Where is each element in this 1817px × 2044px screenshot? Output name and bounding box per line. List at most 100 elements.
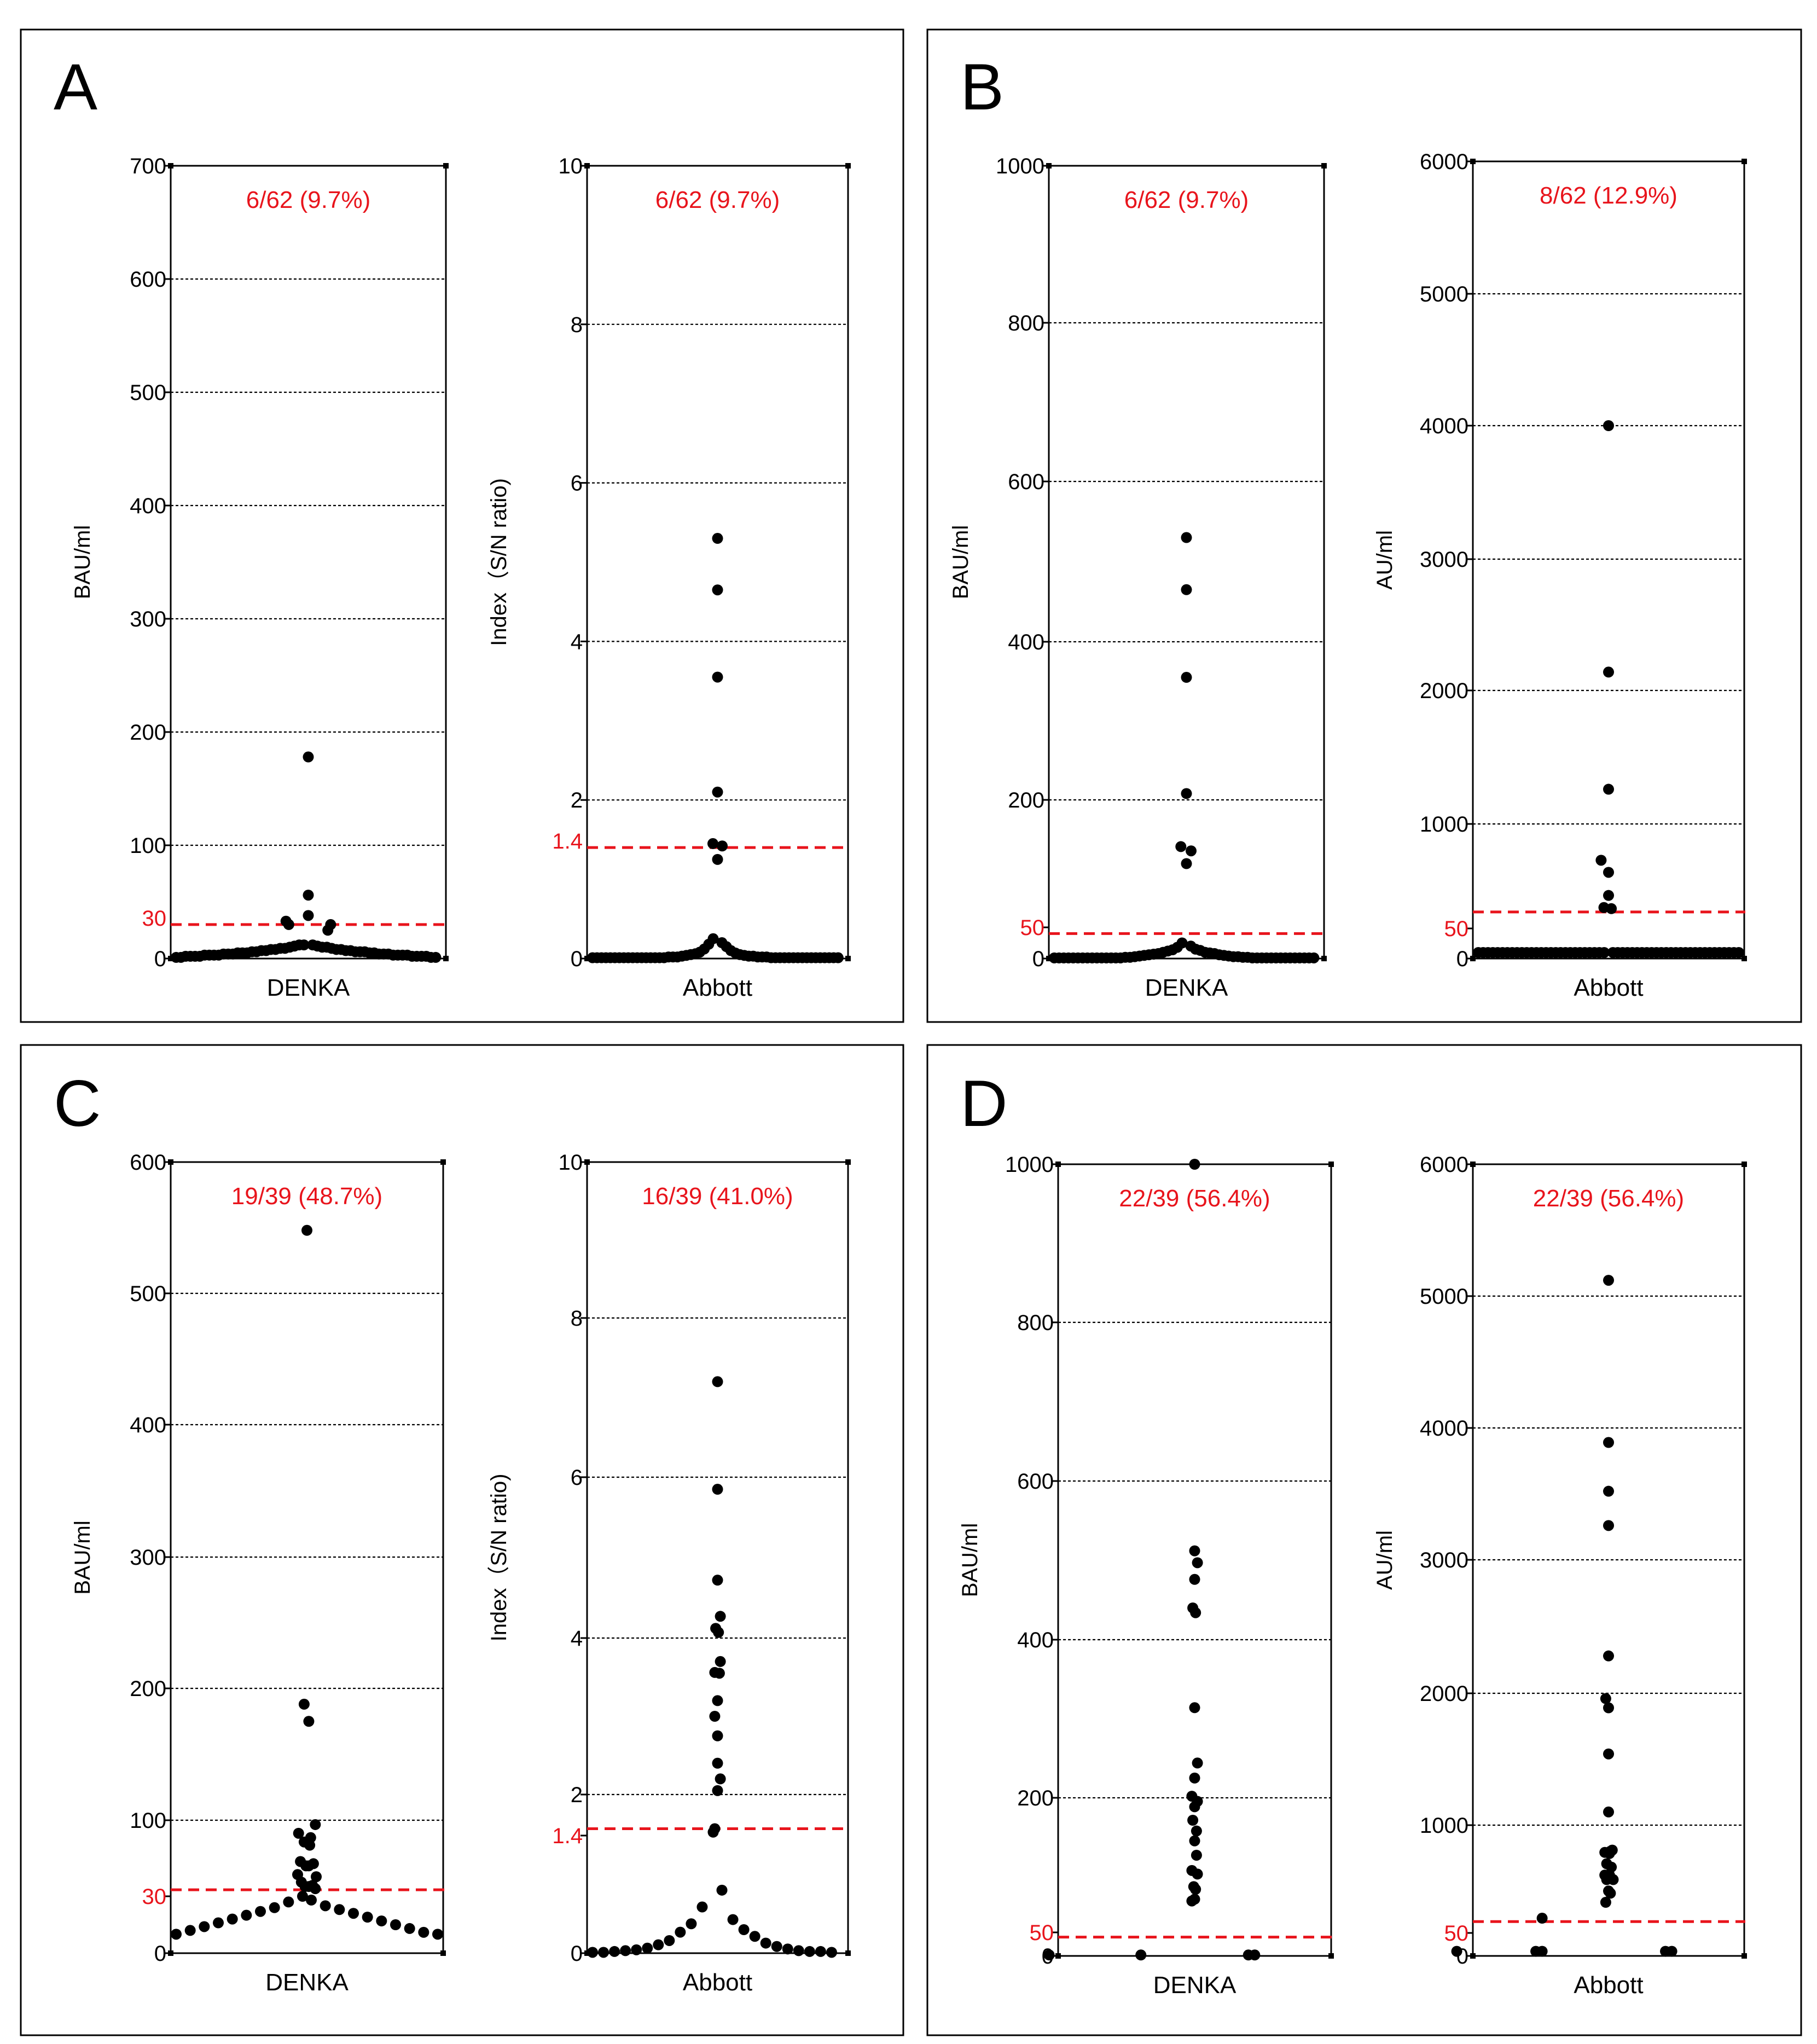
data-point [311,1871,322,1883]
data-point [675,1926,686,1938]
frame-corner [443,163,449,169]
frame-corner [1741,1953,1747,1959]
y-tick-label: 1000 [996,154,1044,178]
frame-corner [1741,159,1747,164]
data-point [717,840,728,852]
panel-a-box [20,28,904,1023]
frame-corner [1055,1953,1061,1959]
y-tick-label: 8 [571,1306,583,1331]
y-tick-label: 50 [1020,916,1045,940]
x-axis-label: Abbott [1574,1972,1643,1999]
y-tick-label: 3000 [1420,1548,1468,1572]
y-axis-label: BAU/ml [71,525,95,600]
data-point [1600,1897,1611,1908]
data-point [1603,867,1614,878]
frame-corner [1328,1953,1334,1959]
plot-frame [586,165,849,960]
plot-frame [1472,1163,1745,1957]
data-point [1451,1946,1462,1957]
data-point [1049,952,1060,963]
y-tick-label: 3000 [1420,548,1468,572]
cutoff-label: 1.4 [552,829,583,853]
data-point [1191,1849,1202,1861]
data-point [1043,1949,1055,1961]
data-point [1192,1868,1203,1880]
panel-c-box [20,1044,904,2036]
y-axis-label: AU/ml [1373,1530,1397,1590]
y-tick-label: 6 [571,472,583,496]
cutoff-label: 30 [142,907,167,931]
y-axis-label: BAU/ml [71,1520,95,1595]
frame-corner [1055,1162,1061,1167]
data-point [304,1839,316,1851]
data-point [620,1945,631,1956]
y-tick-label: 5000 [1420,282,1468,306]
positive-ratio: 8/62 (12.9%) [1540,182,1677,209]
frame-corner [845,1159,851,1165]
x-axis-label: Abbott [1574,974,1643,1001]
data-point [712,533,723,544]
y-tick-label: 100 [130,1809,166,1833]
data-point [1603,1520,1614,1531]
frame-corner [1321,163,1327,169]
data-point [1603,420,1614,431]
x-axis-label: Abbott [683,974,752,1001]
y-tick-label: 50 [1444,1921,1469,1946]
data-point [1181,788,1192,799]
data-point [1181,584,1192,595]
data-point [283,1896,294,1908]
data-point [303,751,314,763]
y-tick-label: 500 [130,381,166,405]
y-tick-label: 1000 [1005,1153,1054,1177]
data-point [793,1945,804,1956]
data-point [815,1946,826,1957]
frame-corner [1741,1162,1747,1167]
y-tick-label: 4 [571,1627,583,1651]
data-point [713,1668,725,1679]
y-tick-label: 1.4 [552,1824,583,1848]
data-point [712,1376,723,1387]
data-point [430,951,442,963]
data-point [1603,1437,1614,1448]
y-tick-label: 0 [571,947,583,971]
data-point [587,952,598,963]
positive-ratio: 6/62 (9.7%) [1124,187,1249,213]
data-point [1181,672,1192,683]
data-point [712,853,723,865]
y-tick-label: 0 [154,947,166,971]
y-tick-label: 10 [559,1151,583,1175]
data-point [184,1925,196,1936]
data-point [1186,845,1197,857]
data-point [227,1913,238,1925]
data-point [1189,1545,1200,1557]
data-point [696,1901,708,1913]
data-point [1473,947,1484,958]
positive-ratio: 22/39 (56.4%) [1119,1185,1270,1212]
y-tick-label: 200 [1017,1786,1054,1810]
data-point [322,925,334,936]
y-tick-label: 600 [130,268,166,292]
y-tick-label: 300 [130,1546,166,1570]
data-point [1595,855,1607,866]
data-point [631,1944,642,1955]
data-point [1189,1801,1200,1813]
y-tick-label: 400 [130,1413,166,1437]
y-tick-label: 2 [571,788,583,812]
y-tick-label: 400 [1017,1628,1054,1652]
data-point [1603,890,1614,901]
y-axis-label: Index（S/N ratio) [487,478,511,646]
y-tick-label: 6000 [1420,150,1468,174]
data-point [1249,1949,1261,1961]
y-tick-label: 6 [571,1466,583,1490]
frame-corner [1046,956,1052,961]
frame-corner [1046,163,1052,169]
data-point [712,786,723,798]
y-tick-label: 2 [571,1783,583,1807]
data-point [712,1575,723,1586]
frame-corner [1328,1162,1334,1167]
x-axis-label: DENKA [265,1969,349,1996]
panel-d-letter: D [960,1067,1008,1140]
plot-frame [170,1161,444,1954]
y-tick-label: 1000 [1420,1814,1468,1838]
y-tick-label: 400 [130,494,166,518]
